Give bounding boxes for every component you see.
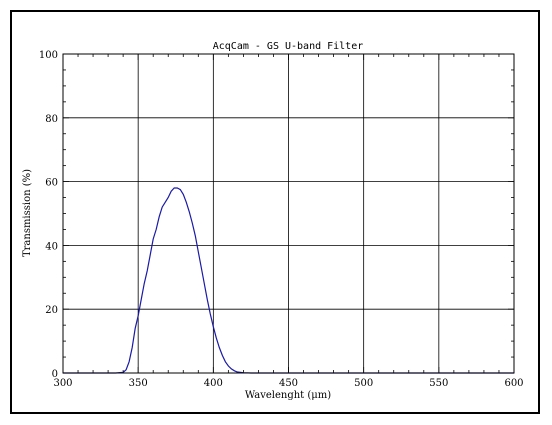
x-tick-label: 300 [53,378,72,389]
y-tick-label: 60 [45,178,58,189]
tick-labels: 300 350 400 450 500 550 600 0 20 40 60 80 100 [39,50,524,389]
y-tick-label: 20 [45,305,58,316]
y-tick-label: 0 [52,369,58,380]
chart-frame [10,10,540,414]
y-tick-label: 40 [45,241,58,252]
x-tick-label: 600 [504,378,523,389]
x-axis-label: Wavelenght (μm) [245,390,331,401]
series-line-0 [63,187,514,374]
y-tick-label: 100 [39,50,58,61]
x-tick-label: 400 [204,378,223,389]
series-layer [63,187,514,374]
chart-title: AcqCam - GS U-band Filter [213,41,364,52]
plot-area [62,53,515,374]
y-tick-label: 80 [45,114,58,125]
x-tick-label: 350 [129,378,148,389]
x-tick-label: 550 [429,378,448,389]
x-tick-label: 450 [279,378,298,389]
y-axis-label: Transmission (%) [22,169,33,257]
x-tick-label: 500 [354,378,373,389]
grid-lines [63,54,514,373]
